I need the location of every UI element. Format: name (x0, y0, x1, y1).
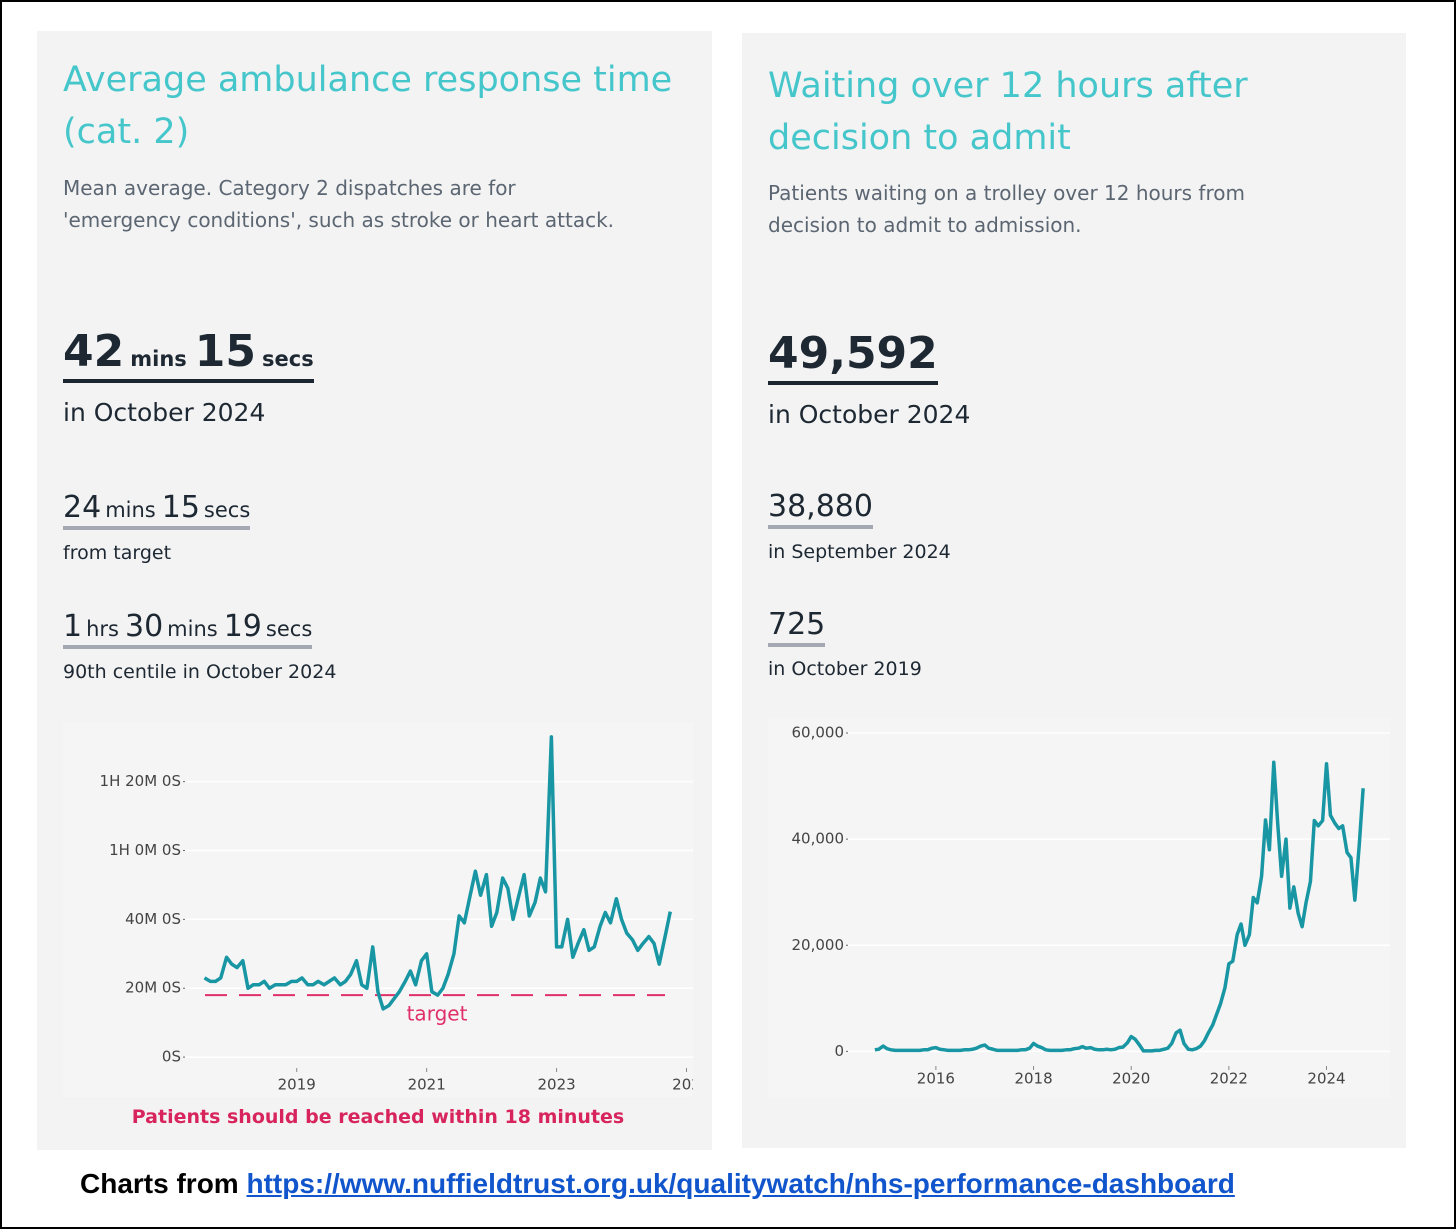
stat-number: 38,880 (768, 489, 873, 524)
target-label: target (407, 1002, 468, 1026)
stat-caption: in September 2024 (768, 541, 951, 563)
y-tick-label: 20,000 (792, 936, 845, 954)
footer: Charts from https://www.nuffieldtrust.or… (80, 1168, 1235, 1200)
chart: 0S 20M 0S 40M 0S 1H 0M 0S 1H 20M 0S 2019 2021 2… (63, 722, 693, 1097)
footer-text: Charts from (80, 1168, 239, 1199)
stat: 1 hrs 30 mins 19 secs (63, 609, 313, 649)
stat-number: 19 (223, 609, 262, 644)
x-tick-label: 2024 (1307, 1070, 1345, 1088)
stat-number: 15 (161, 490, 200, 525)
stat-caption: in October 2019 (768, 658, 922, 680)
stat-number: 725 (768, 607, 826, 642)
y-tick-label: 40,000 (792, 830, 845, 848)
y-tick-label: 1H 0M 0S (109, 841, 181, 859)
headline-stat: 49,592 (768, 328, 938, 385)
headline-caption: in October 2024 (63, 398, 266, 427)
stat-unit: mins (167, 617, 218, 641)
stat: 24 mins 15 secs (63, 490, 251, 530)
panel-description: Mean average. Category 2 dispatches are … (63, 176, 615, 232)
stat-number: 15 (194, 326, 256, 377)
chart: 0 20,000 40,000 60,000 2016 2018 2020 2022 2024 (768, 718, 1390, 1098)
stat-unit: mins (130, 347, 187, 371)
y-tick-label: 0 (834, 1042, 844, 1060)
y-tick-label: 40M 0S (125, 910, 181, 928)
chart-footnote: Patients should be reached within 18 min… (131, 1106, 625, 1128)
stat-unit: secs (262, 347, 314, 371)
panel-title: Average ambulance response time (cat. 2) (63, 60, 673, 152)
y-tick-label: 20M 0S (125, 979, 181, 997)
stat-unit: hrs (86, 617, 119, 641)
panel-title: Waiting over 12 hours after decision to … (768, 66, 1248, 158)
stat-number: 42 (63, 326, 125, 377)
stat: 725 (768, 607, 826, 647)
footer-link[interactable]: https://www.nuffieldtrust.org.uk/quality… (246, 1168, 1235, 1199)
stat-number: 49,592 (768, 328, 938, 379)
x-tick-label: 2023 (537, 1076, 575, 1094)
stat: 38,880 (768, 489, 873, 529)
x-tick-label: 2020 (1112, 1070, 1150, 1088)
stat-unit: secs (203, 498, 251, 522)
stat-number: 1 (63, 609, 83, 644)
x-tick-label: 2022 (1210, 1070, 1248, 1088)
headline-caption: in October 2024 (768, 400, 971, 429)
stat-unit: secs (265, 617, 313, 641)
x-tick-label: 2021 (408, 1076, 446, 1094)
stat-caption: 90th centile in October 2024 (63, 661, 337, 683)
panel-description: Patients waiting on a trolley over 12 ho… (768, 181, 1245, 237)
headline-stat: 42 mins 15 secs (63, 326, 314, 383)
data-line (874, 760, 1365, 1053)
stat-unit: mins (105, 498, 156, 522)
y-tick-label: 0S (162, 1048, 181, 1066)
stat-number: 24 (63, 490, 102, 525)
data-line (203, 735, 672, 1011)
chart-background (768, 718, 1390, 1098)
x-tick-label: 2016 (917, 1070, 955, 1088)
y-tick-label: 60,000 (792, 724, 845, 742)
stat-caption: from target (63, 542, 172, 564)
stat-number: 30 (124, 609, 164, 644)
y-tick-label: 1H 20M 0S (100, 772, 181, 790)
chart-background (63, 722, 693, 1097)
x-tick-label: 2019 (278, 1076, 316, 1094)
x-tick-label: 202 (672, 1076, 693, 1094)
x-tick-label: 2018 (1014, 1070, 1052, 1088)
